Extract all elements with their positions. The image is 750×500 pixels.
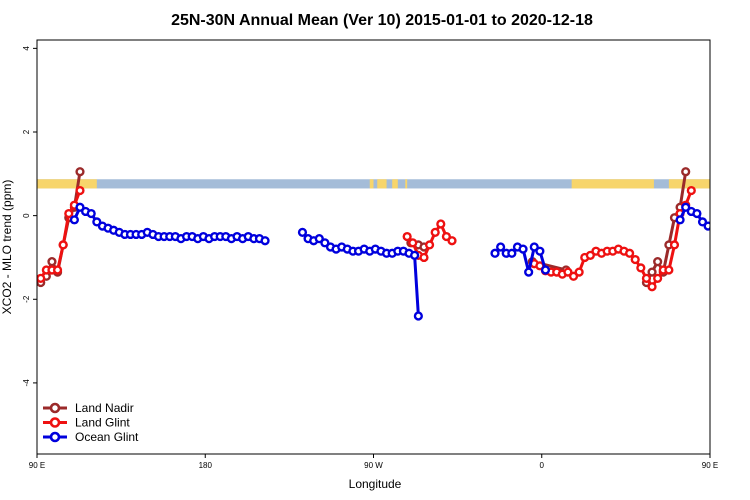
data-point (524, 267, 534, 277)
data-point (69, 215, 79, 225)
data-point (58, 240, 68, 250)
data-point (320, 238, 330, 248)
data-point (86, 208, 96, 219)
land-band-segment (37, 179, 97, 189)
data-point (692, 208, 702, 219)
data-point (738, 231, 745, 238)
data-point (430, 227, 440, 237)
legend-item: Land Glint (43, 416, 130, 430)
legend-marker (49, 402, 61, 414)
x-tick-label: 90 E (702, 461, 718, 470)
data-point (424, 240, 435, 250)
data-point (653, 257, 663, 267)
data-point (675, 215, 685, 225)
data-point (92, 217, 102, 227)
legend-label: Land Nadir (75, 401, 134, 415)
data-point (47, 257, 57, 267)
y-tick-label: 2 (22, 129, 31, 134)
data-point (716, 227, 723, 234)
data-point (52, 265, 63, 275)
land-band-segment (405, 179, 408, 189)
land-band-segment (392, 179, 398, 189)
y-tick-label: -4 (22, 379, 31, 387)
data-point (419, 252, 429, 263)
data-point (574, 267, 584, 277)
y-axis-label: XCO2 - MLO trend (ppm) (0, 180, 14, 315)
land-band-segment (668, 179, 710, 189)
data-point (410, 250, 420, 260)
data-point (314, 234, 324, 244)
data-point (490, 248, 500, 258)
x-tick-label: 90 E (29, 461, 45, 470)
y-tick-label: 0 (22, 213, 31, 218)
chart-title: 25N-30N Annual Mean (Ver 10) 2015-01-01 … (171, 12, 593, 29)
legend-label: Land Glint (75, 416, 130, 430)
x-tick-label: 180 (199, 461, 213, 470)
data-point (37, 273, 46, 283)
data-point (744, 231, 750, 238)
data-point (722, 229, 729, 236)
data-point (260, 236, 270, 246)
series-ocean-glint (69, 202, 750, 321)
data-point (709, 225, 710, 231)
data-point (585, 250, 595, 260)
data-point (669, 240, 680, 250)
data-point (402, 231, 412, 242)
legend-item: Land Nadir (43, 401, 134, 415)
data-point (630, 254, 640, 265)
legend-label: Ocean Glint (75, 430, 139, 444)
legend-marker (49, 417, 61, 428)
data-point (563, 267, 573, 277)
series-land-glint (37, 185, 696, 292)
series-line (301, 231, 420, 317)
data-point (681, 202, 691, 212)
x-tick-label: 90 W (364, 461, 383, 470)
data-point (529, 242, 539, 252)
data-point (408, 238, 418, 248)
data-point (507, 248, 517, 258)
data-point (535, 246, 545, 256)
series-layer (37, 167, 750, 321)
land-band-segment (571, 179, 654, 189)
data-point (75, 167, 85, 177)
data-point (703, 221, 710, 231)
data-point (568, 271, 579, 281)
data-point (727, 231, 734, 238)
data-point (681, 167, 691, 177)
data-point (518, 244, 528, 254)
data-point (647, 267, 657, 277)
land-band-segment (369, 179, 374, 189)
data-point (653, 273, 663, 283)
data-point (297, 227, 308, 237)
x-axis-label: Longitude (349, 477, 402, 491)
legend-item: Ocean Glint (43, 430, 139, 444)
data-point (697, 217, 708, 227)
data-point (413, 311, 423, 321)
x-tick-label: 0 (540, 461, 545, 470)
data-point (664, 265, 674, 275)
data-point (686, 185, 696, 196)
data-point (75, 185, 85, 196)
data-point (436, 219, 446, 229)
data-point (625, 248, 635, 258)
legend-marker (49, 431, 61, 443)
y-tick-label: -2 (22, 295, 31, 303)
data-point (447, 236, 457, 246)
data-point (64, 208, 74, 219)
data-point (540, 265, 551, 275)
y-tick-label: 4 (22, 46, 31, 51)
land-band-segment (377, 179, 387, 189)
data-point (496, 242, 506, 252)
data-point (647, 282, 657, 292)
axes: 90 E 180 90 W 0 90 E 4 2 0 -2 -4 (22, 46, 718, 470)
land-ocean-band (37, 179, 710, 189)
data-point (641, 273, 652, 283)
data-point (441, 231, 452, 242)
data-point (75, 202, 85, 212)
data-point (636, 263, 646, 273)
data-point (733, 231, 740, 238)
